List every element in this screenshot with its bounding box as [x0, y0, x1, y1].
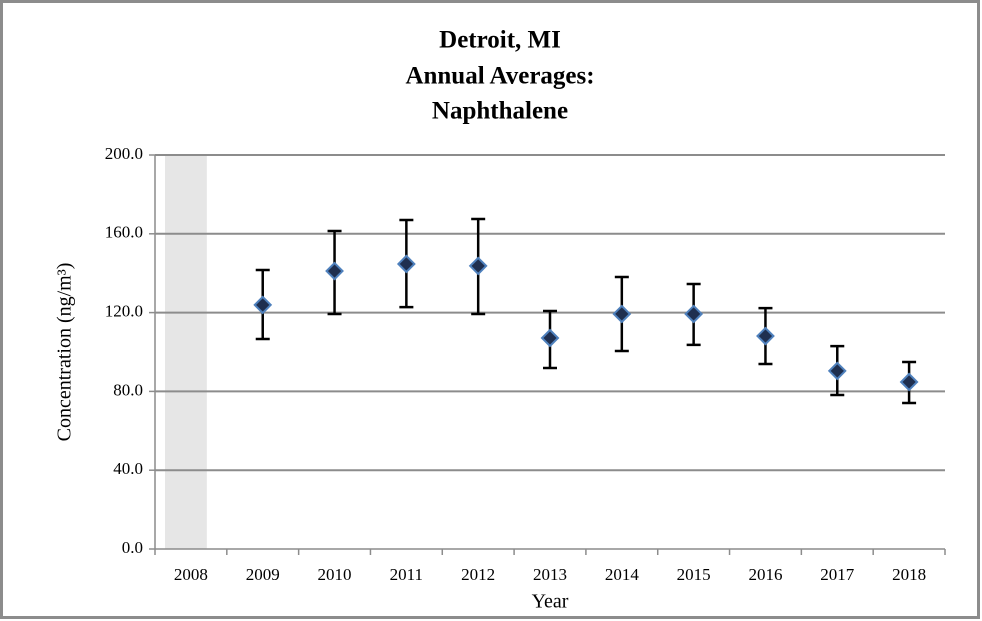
x-tick-label: 2018 [892, 565, 926, 584]
chart-title: Annual Averages: [405, 63, 594, 90]
x-tick-label: 2010 [318, 565, 352, 584]
x-tick-label: 2011 [390, 565, 423, 584]
data-point [468, 256, 488, 276]
x-tick-label: 2017 [820, 565, 855, 584]
data-point [325, 261, 344, 281]
x-tick-label: 2012 [461, 565, 495, 584]
data-point [540, 328, 560, 348]
data-point [827, 361, 847, 381]
y-tick-label: 160.0 [105, 223, 143, 242]
y-tick-label: 40.0 [113, 459, 143, 478]
data-point [396, 254, 416, 274]
y-tick-label: 80.0 [113, 380, 143, 399]
x-tick-label: 2008 [174, 565, 208, 584]
y-tick-label: 200.0 [105, 144, 143, 163]
data-point [253, 295, 273, 315]
x-tick-label: 2016 [748, 565, 782, 584]
x-tick-label: 2015 [677, 565, 711, 584]
data-point [899, 372, 919, 392]
y-axis-title: Concentration (ng/m³) [54, 263, 76, 442]
x-tick-label: 2014 [605, 565, 640, 584]
no-data-band [165, 155, 207, 549]
data-point [756, 326, 775, 346]
chart-title: Detroit, MI [439, 27, 561, 54]
data-point [612, 304, 632, 324]
y-tick-label: 0.0 [122, 538, 143, 557]
chart-title: Naphthalene [432, 98, 568, 125]
data-point [684, 304, 704, 324]
x-tick-label: 2013 [533, 565, 567, 584]
x-tick-label: 2009 [246, 565, 280, 584]
x-axis-title: Year [532, 591, 569, 613]
y-tick-label: 120.0 [105, 302, 143, 321]
